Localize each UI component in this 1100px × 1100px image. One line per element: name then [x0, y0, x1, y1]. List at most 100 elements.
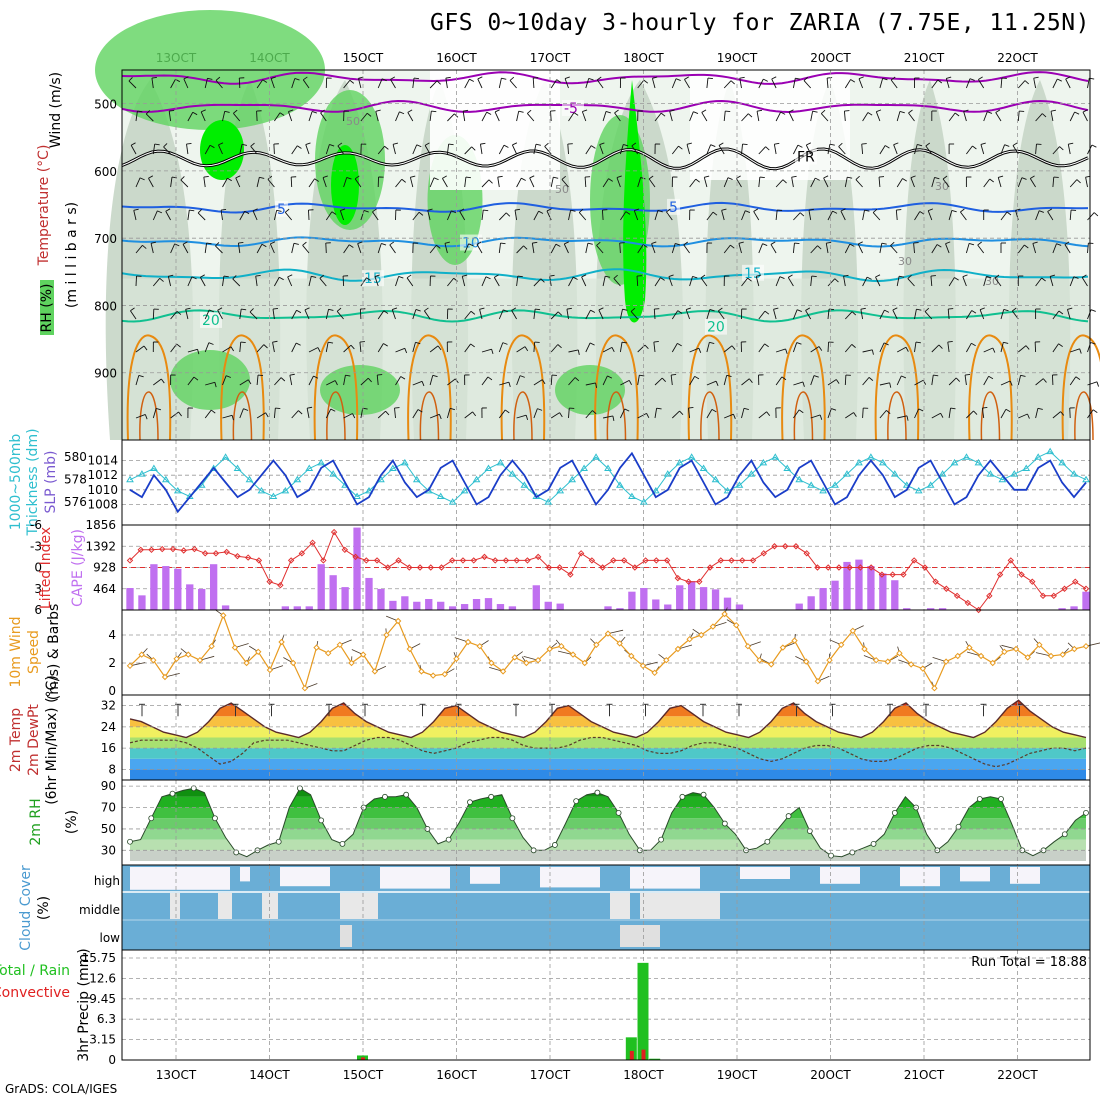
- wind-barb: [412, 78, 415, 89]
- cloud-middle-patch: [610, 893, 630, 919]
- wind-barb-flag: [400, 376, 406, 380]
- wind-barb-flag: [919, 211, 925, 215]
- wind-barb-flag: [279, 276, 284, 281]
- cape-bar: [365, 577, 373, 610]
- thickness-point: [520, 481, 529, 488]
- wind-barb-flag: [940, 412, 944, 418]
- precip-tick-label: 12.6: [89, 971, 116, 985]
- wind-barb-flag: [178, 411, 182, 417]
- wind-barb-flag: [979, 307, 985, 311]
- wind-barb: [827, 144, 831, 155]
- rh-2m-point: [275, 838, 282, 845]
- wind-barb-flag: [803, 76, 809, 81]
- temperature-contour-25: [126, 334, 172, 441]
- wind-barb-flag: [525, 415, 529, 421]
- wind-barb: [395, 376, 402, 386]
- wind-barb: [825, 243, 829, 254]
- thickness-point: [484, 464, 493, 471]
- wind-barb: [446, 210, 452, 221]
- wind-axis-label: Wind (m/s): [48, 72, 64, 148]
- wind-speed-point: [639, 662, 647, 670]
- wind-barb-flag: [155, 407, 162, 411]
- wind-barb-flag: [197, 349, 200, 355]
- rh-band: [130, 850, 1086, 861]
- wind-barb: [357, 243, 362, 254]
- wind-barb-flag: [259, 176, 265, 179]
- wind-barb-flag: [330, 408, 336, 412]
- wind-barb-flag: [899, 275, 905, 278]
- cape-bar: [867, 566, 875, 610]
- wind-barb: [135, 177, 141, 188]
- wind-barb: [872, 212, 881, 221]
- wind-barb-flag: [872, 208, 878, 213]
- wind-barb: [683, 244, 690, 254]
- wind-barb-flag: [559, 412, 563, 418]
- wind-barb: [544, 146, 552, 155]
- thickness-tick-label: 580: [64, 450, 87, 464]
- wind-barb-flag: [621, 341, 628, 344]
- thickness-point: [209, 464, 218, 471]
- wind-barb-flag: [704, 175, 710, 178]
- wind-barb: [741, 144, 743, 155]
- wind-barb-flag: [780, 111, 786, 115]
- wind-barb-flag: [850, 79, 856, 83]
- cape-bar: [353, 527, 361, 610]
- rh-2m-point: [551, 842, 558, 848]
- wind-speed-point: [231, 644, 239, 651]
- cloud-low-patch: [340, 925, 352, 947]
- wind-barb: [775, 276, 781, 287]
- wind-barb: [585, 410, 593, 419]
- wind-barb: [325, 242, 327, 254]
- wind-speed-point: [429, 672, 437, 679]
- rh-2m-point: [828, 852, 834, 859]
- cape-bar: [938, 608, 947, 610]
- wind-barb-flag: [243, 408, 249, 411]
- wind-barb-flag: [564, 76, 570, 80]
- wind-barb: [498, 243, 501, 254]
- wind-barb-flag: [821, 109, 826, 114]
- legend-total-rain: Total / Rain: [0, 963, 70, 979]
- wind-barb-flag: [503, 309, 508, 313]
- wind-barb: [602, 111, 607, 122]
- wind-barb-flag: [908, 109, 913, 114]
- lifted-index-point: [910, 557, 918, 564]
- wind-barb: [805, 310, 812, 320]
- wind-barb: [215, 245, 223, 254]
- lifted-index-point: [363, 557, 370, 564]
- wind-barb-flag: [611, 347, 615, 353]
- wind-barb-flag: [785, 348, 788, 354]
- wind-barb: [948, 112, 956, 122]
- wind-barb-flag: [698, 347, 702, 353]
- wind-barb: [931, 344, 940, 353]
- wind-barb: [429, 80, 438, 89]
- wind-barb-flag: [549, 274, 555, 277]
- wind-barb: [792, 144, 799, 155]
- cape-bar: [556, 603, 564, 610]
- wind-barb: [810, 177, 816, 188]
- wind-barb-flag: [660, 112, 666, 117]
- wind-barb-flag: [182, 241, 188, 245]
- wind-barb-flag: [284, 208, 290, 213]
- wind-barb-flag: [304, 307, 310, 311]
- wind-barb-flag: [511, 307, 517, 311]
- wind-barb: [685, 309, 691, 320]
- wind-barb: [895, 209, 898, 221]
- wind-barb: [758, 343, 765, 353]
- wind-speed-point: [196, 656, 204, 664]
- wind-barb: [374, 276, 379, 287]
- lifted-index-point: [244, 554, 252, 561]
- wind-barb-flag: [346, 177, 352, 180]
- rh-2m-point: [1061, 831, 1068, 838]
- wind-barb: [913, 242, 915, 254]
- wind-speed-point: [173, 655, 180, 663]
- wind-speed-point: [593, 641, 600, 649]
- wind-barb: [723, 111, 726, 122]
- wind-barb-flag: [838, 142, 843, 147]
- lifted-index-point: [148, 546, 155, 553]
- lifted-index-point: [169, 545, 177, 553]
- wind-barb-flag: [174, 243, 180, 247]
- wind-barb-flag: [661, 377, 667, 383]
- lifted-index-point: [395, 557, 402, 564]
- wind-barb: [516, 245, 524, 254]
- wind-barb: [826, 77, 829, 89]
